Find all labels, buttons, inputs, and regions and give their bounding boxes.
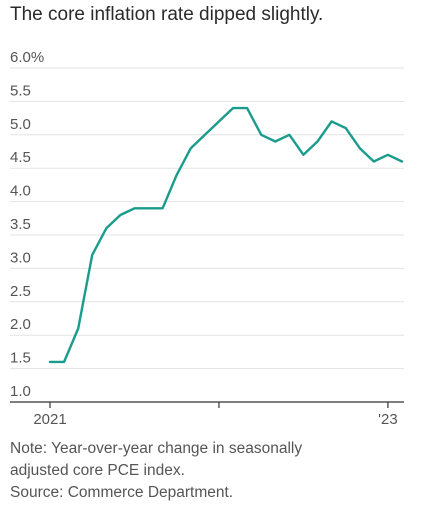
y-tick-label: 2.5 [10, 283, 31, 300]
y-tick-label: 4.0 [10, 183, 31, 200]
source-line: Source: Commerce Department. [10, 484, 234, 501]
y-tick-label: 2.0 [10, 316, 31, 333]
y-tick-label: 5.0 [10, 116, 31, 133]
note-line-1: Note: Year-over-year change in seasonall… [10, 440, 303, 457]
x-tick-label: '23 [378, 411, 398, 428]
y-tick-label: 5.5 [10, 82, 31, 99]
y-axis-labels: 1.0 1.5 2.0 2.5 3.0 3.5 4.0 4.5 5.0 5.5 6.0% [10, 49, 44, 400]
series-line [48, 106, 404, 364]
y-tick-label: 1.0 [10, 383, 31, 400]
note-line-2: adjusted core PCE index. [10, 462, 185, 479]
y-tick-label: 6.0% [10, 49, 44, 66]
y-tick-label: 1.5 [10, 350, 31, 367]
y-tick-label: 3.0 [10, 249, 31, 266]
chart-notes: Note: Year-over-year change in seasonall… [10, 438, 302, 504]
chart: 1.0 1.5 2.0 2.5 3.0 3.5 4.0 4.5 5.0 5.5 6.0% 2021 '… [10, 49, 404, 428]
chart-title: The core inflation rate dipped slightly. [10, 4, 324, 25]
y-tick-label: 3.5 [10, 216, 31, 233]
x-tick-label: 2021 [33, 411, 66, 428]
y-tick-label: 4.5 [10, 149, 31, 166]
gridlines [10, 67, 404, 370]
x-axis: 2021 '23 [10, 401, 404, 428]
series-layer [48, 106, 404, 364]
